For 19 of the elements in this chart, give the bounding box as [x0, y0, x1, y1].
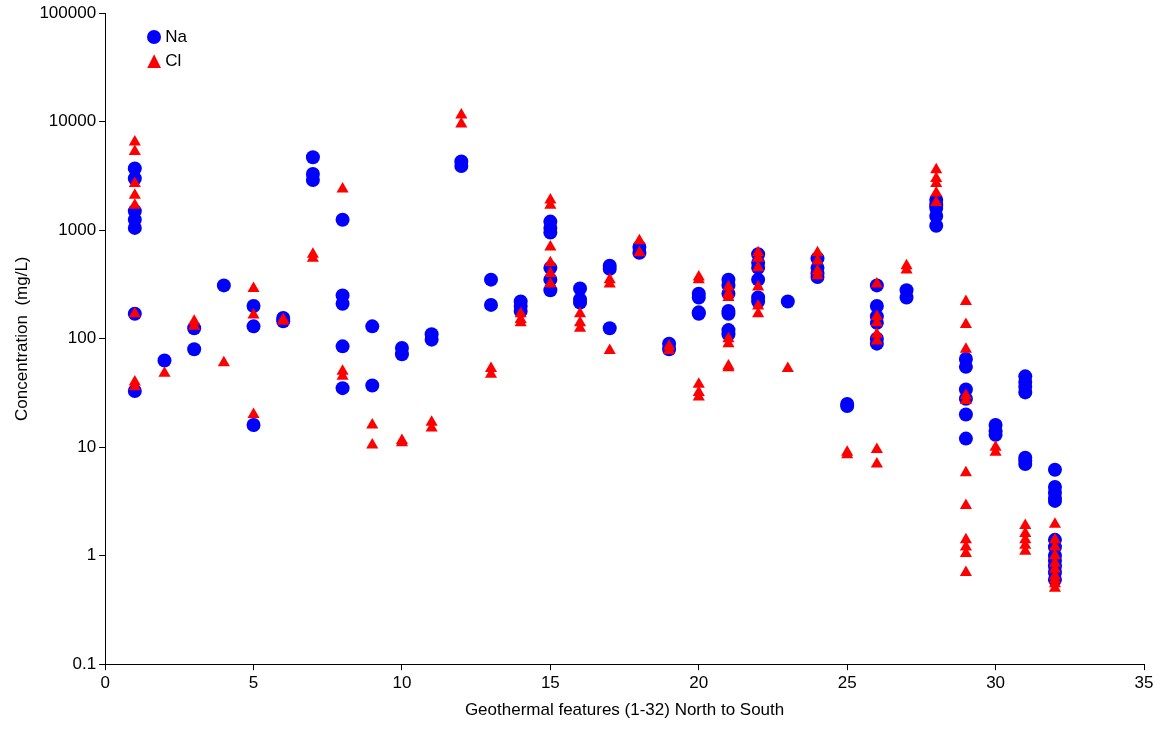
y-tick-label: 100 — [67, 328, 97, 348]
y-tick-label: 10000 — [48, 111, 97, 131]
x-tick-label: 0 — [100, 673, 110, 693]
y-tick-label: 1000 — [58, 219, 97, 239]
legend-label: Na — [165, 26, 187, 49]
y-tick-label: 10 — [77, 436, 97, 456]
y-tick-label: 1 — [86, 545, 97, 565]
x-tick-label: 35 — [1134, 673, 1154, 693]
y-tick-label: 100000 — [39, 2, 97, 22]
x-axis-title: Geothermal features (1-32) North to South — [464, 700, 785, 720]
y-tick-label: 0.1 — [72, 653, 97, 673]
y-axis-title: Concentration (mg/L) — [11, 256, 31, 421]
x-tick-label: 15 — [540, 673, 560, 693]
x-tick-label: 20 — [689, 673, 709, 693]
x-tick-label: 10 — [392, 673, 412, 693]
x-tick-label: 5 — [248, 673, 259, 693]
x-tick-label: 25 — [837, 673, 857, 693]
x-tick-label: 30 — [986, 673, 1006, 693]
legend-label: Cl — [165, 50, 182, 73]
